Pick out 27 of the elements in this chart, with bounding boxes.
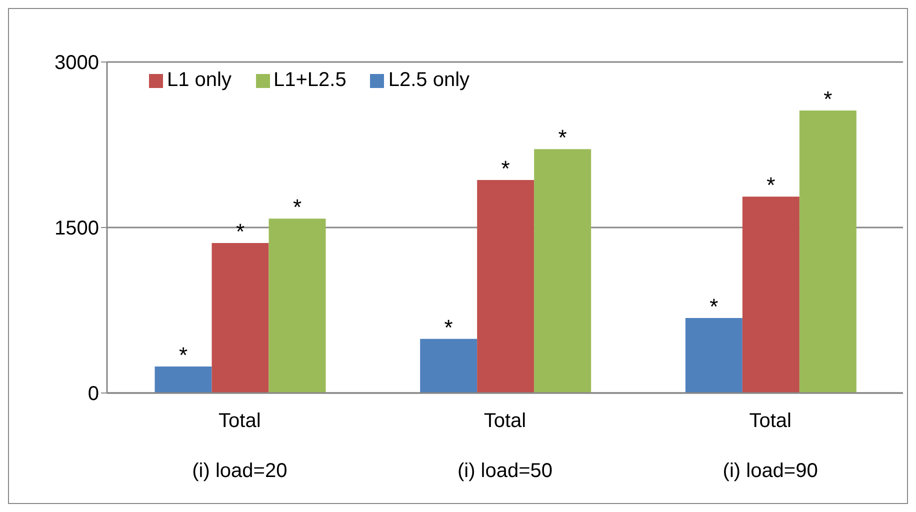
category-label: Total (i) load=90 [722, 410, 818, 482]
legend-label: L1+L2.5 [274, 69, 346, 91]
bar [534, 149, 592, 393]
data-label: * [558, 125, 568, 150]
bar [685, 318, 742, 393]
data-label: * [292, 194, 302, 220]
y-tick-label: 0 [88, 383, 99, 406]
bar [268, 218, 326, 393]
data-label: * [178, 342, 188, 368]
bar [420, 338, 478, 393]
bar [154, 366, 212, 393]
data-label: * [766, 172, 776, 198]
legend-label: L1 only [167, 69, 232, 91]
data-label: * [824, 86, 833, 112]
y-tick-label: 3000 [54, 52, 99, 74]
bar [477, 180, 534, 393]
category-label: Total (i) load=20 [192, 410, 288, 482]
bar [799, 110, 856, 393]
bar [742, 196, 800, 393]
data-label: * [236, 218, 245, 244]
data-label: * [444, 314, 454, 340]
y-tick-label: 1500 [54, 218, 99, 240]
data-label: * [710, 294, 719, 319]
bar [212, 242, 269, 393]
legend-label: L2.5 only [388, 69, 470, 91]
category-label: Total (i) load=50 [457, 410, 553, 482]
data-label: * [501, 156, 510, 182]
